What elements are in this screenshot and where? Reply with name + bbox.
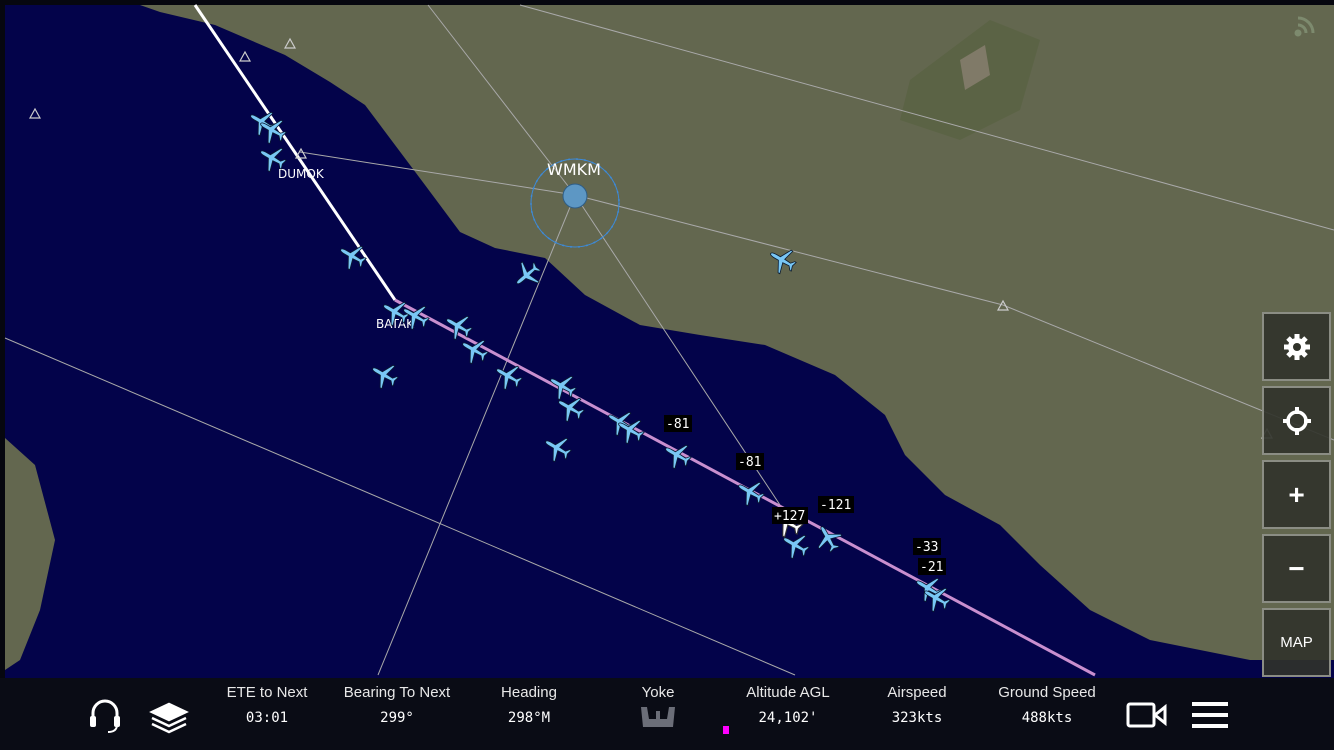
stat-altitude: Altitude AGL 24,102': [746, 684, 830, 726]
headset-icon[interactable]: [86, 696, 124, 734]
plus-icon: +: [1288, 478, 1305, 510]
land-mainland: [140, 5, 1334, 660]
center-on-aircraft-button[interactable]: [1262, 386, 1331, 455]
land-southwest: [5, 438, 55, 670]
svg-text:-33: -33: [915, 540, 938, 555]
traffic-altitude-tag: -21: [918, 558, 946, 575]
svg-text:-121: -121: [820, 498, 851, 513]
airport-wmkm[interactable]: WMKM: [530, 158, 620, 248]
minus-icon: −: [1288, 552, 1305, 584]
settings-button[interactable]: [1262, 312, 1331, 381]
svg-text:+127: +127: [774, 509, 805, 524]
crosshair-icon: [1282, 406, 1311, 435]
traffic-altitude-tag: +127: [772, 507, 808, 524]
trim-indicator: [723, 726, 729, 734]
svg-text:-81: -81: [738, 455, 761, 470]
stat-ground-speed: Ground Speed 488kts: [998, 684, 1096, 726]
traffic-altitude-tag: -121: [818, 496, 854, 513]
zoom-in-button[interactable]: +: [1262, 460, 1331, 529]
traffic-altitude-tag: -81: [664, 415, 692, 432]
camera-icon[interactable]: [1126, 700, 1168, 730]
traffic-altitude-tag: -33: [913, 538, 941, 555]
traffic-altitude-tag: -81: [736, 453, 764, 470]
map-label: MAP: [1280, 634, 1313, 651]
bottom-bar: ETE to Next 03:01 Bearing To Next 299° Hea…: [0, 678, 1334, 750]
map-mode-button[interactable]: MAP: [1262, 608, 1331, 677]
svg-text:-81: -81: [666, 417, 689, 432]
stat-airspeed: Airspeed 323kts: [887, 684, 947, 726]
airport-label: WMKM: [547, 160, 601, 179]
svg-text:-21: -21: [920, 560, 943, 575]
gear-icon: [1283, 333, 1310, 360]
stat-heading: Heading 298°M: [501, 684, 557, 726]
signal-icon: [1294, 16, 1315, 37]
yoke-icon: [641, 707, 675, 727]
stat-yoke[interactable]: Yoke: [593, 684, 723, 733]
stat-ete: ETE to Next 03:01: [226, 684, 308, 726]
zoom-out-button[interactable]: −: [1262, 534, 1331, 603]
airways: [4, 4, 1334, 676]
waypoint-batak-label: BATAK: [376, 317, 415, 331]
menu-icon[interactable]: [1190, 700, 1230, 730]
stat-bearing: Bearing To Next 299°: [343, 684, 451, 726]
waypoint-dumok-label: DUMOK: [278, 167, 325, 181]
map-view[interactable]: DUMOK BATAK WMKM -81 -81 +127 -121 -33 -21: [0, 0, 1334, 678]
waypoint-dumok-icon: [294, 147, 308, 159]
layers-icon[interactable]: [148, 694, 190, 736]
flown-route: [193, 4, 397, 301]
